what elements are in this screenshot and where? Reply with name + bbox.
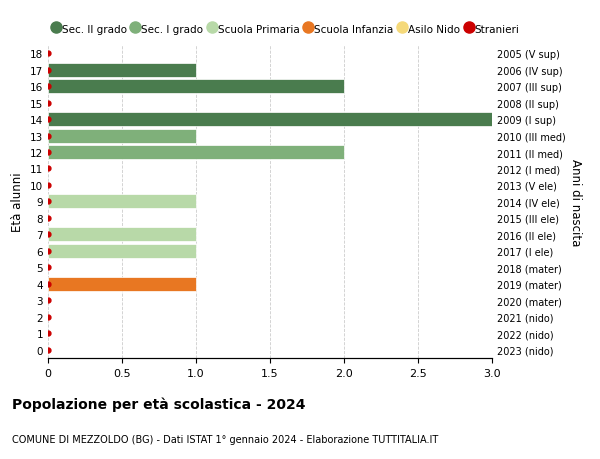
Text: COMUNE DI MEZZOLDO (BG) - Dati ISTAT 1° gennaio 2024 - Elaborazione TUTTITALIA.I: COMUNE DI MEZZOLDO (BG) - Dati ISTAT 1° … [12,434,438,444]
Bar [48,228,196,242]
Bar [48,63,196,78]
Bar [48,80,344,94]
Text: Popolazione per età scolastica - 2024: Popolazione per età scolastica - 2024 [12,397,305,412]
Bar [48,113,492,127]
Bar [48,195,196,209]
Y-axis label: Anni di nascita: Anni di nascita [569,158,582,246]
Bar [48,244,196,258]
Y-axis label: Età alunni: Età alunni [11,172,25,232]
Bar [48,277,196,291]
Bar [48,146,344,160]
Bar [48,129,196,143]
Legend: Sec. II grado, Sec. I grado, Scuola Primaria, Scuola Infanzia, Asilo Nido, Stran: Sec. II grado, Sec. I grado, Scuola Prim… [53,24,520,34]
